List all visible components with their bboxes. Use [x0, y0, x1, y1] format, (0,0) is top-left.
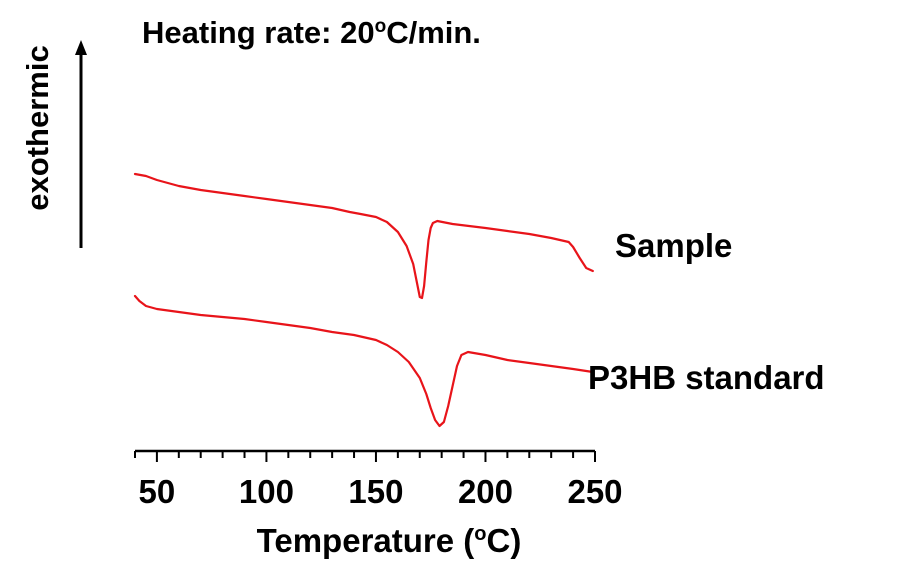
x-tick-label: 200: [458, 473, 513, 510]
x-axis-label-suffix: C): [487, 522, 522, 559]
series-line-p3hb-standard: [133, 294, 594, 428]
exothermic-arrow: [75, 40, 87, 248]
x-axis-label-degree: o: [474, 523, 486, 545]
y-axis-label: exothermic: [20, 45, 55, 210]
x-axis: 50 100 150 200 250: [134, 449, 623, 510]
x-axis-label-prefix: Temperature (: [257, 522, 475, 559]
x-tick-label: 50: [139, 473, 176, 510]
chart-title-degree: o: [375, 16, 387, 37]
series-group: Sample P3HB standard: [133, 172, 825, 428]
x-tick-label: 250: [567, 473, 622, 510]
series-label-sample: Sample: [615, 227, 732, 264]
chart-title-suffix: C/min.: [386, 15, 481, 50]
x-tick-label: 150: [348, 473, 403, 510]
chart-title-prefix: Heating rate: 20: [142, 15, 375, 50]
x-tick-label: 100: [239, 473, 294, 510]
series-label-p3hb-standard: P3HB standard: [588, 359, 825, 396]
x-axis-label: Temperature (oC): [257, 522, 522, 559]
chart-title: Heating rate: 20oC/min.: [142, 15, 481, 50]
series-line-sample: [133, 172, 594, 300]
